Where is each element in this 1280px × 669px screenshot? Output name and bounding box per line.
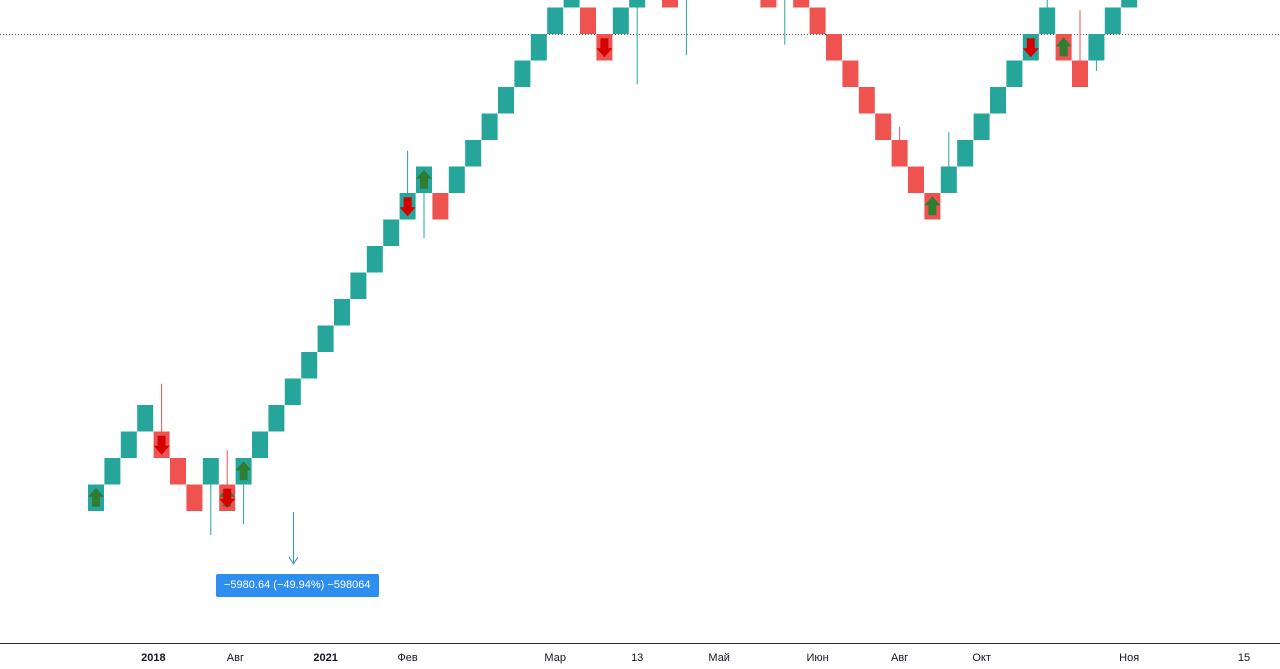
brick-down (858, 87, 875, 114)
brick-up (268, 405, 285, 432)
brick-down (170, 458, 186, 485)
sell-arrow-icon (219, 488, 236, 508)
brick-up (612, 7, 629, 34)
brick-down (432, 193, 449, 220)
brick-down (842, 60, 859, 87)
brick-down (186, 484, 203, 511)
sell-arrow-icon (1022, 38, 1039, 58)
x-tick-label: Май (708, 652, 730, 664)
brick-up (366, 246, 383, 273)
x-tick-label: 13 (631, 652, 643, 664)
brick-up (1006, 60, 1023, 87)
brick-up (120, 431, 137, 458)
sell-arrow-icon (153, 435, 170, 455)
measure-arrow-head (288, 556, 299, 565)
brick-down (875, 113, 892, 140)
brick-up (202, 458, 219, 485)
brick-up (940, 166, 957, 193)
brick-up (957, 140, 974, 167)
wicks (161, 0, 1097, 535)
brick-down (793, 0, 810, 8)
brick-up (1104, 7, 1121, 34)
x-tick-label: Ноя (1119, 652, 1139, 664)
x-tick-label: Фев (397, 652, 417, 664)
buy-arrow-icon (1055, 37, 1072, 57)
brick-up (498, 87, 514, 114)
x-tick-label: 15 (1238, 652, 1250, 664)
brick-down (809, 7, 826, 34)
brick-up (137, 405, 154, 432)
brick-down (580, 7, 596, 34)
x-tick-label: Июн (806, 652, 828, 664)
measure-tool[interactable] (288, 512, 299, 565)
brick-up (284, 378, 301, 405)
buy-arrow-icon (924, 196, 941, 216)
brick-up (530, 34, 547, 61)
x-tick-label: Мар (544, 652, 566, 664)
brick-down (908, 166, 924, 193)
brick-up (1088, 34, 1105, 61)
brick-up (350, 272, 367, 299)
brick-up (1039, 7, 1056, 34)
sell-arrow-icon (596, 38, 613, 58)
buy-arrow-icon (88, 487, 104, 507)
brick-up (317, 325, 334, 352)
x-tick-label: 2021 (313, 652, 337, 664)
brick-up (334, 299, 350, 326)
brick-up (465, 140, 482, 167)
bricks (88, 0, 1138, 511)
signals (88, 37, 1072, 508)
brick-up (990, 87, 1006, 114)
brick-up (301, 352, 318, 379)
brick-up (104, 458, 121, 485)
measure-readout: −5980.64 (−49.94%) −598064 (216, 574, 379, 597)
brick-down (826, 34, 842, 61)
brick-up (1121, 0, 1138, 8)
brick-up (514, 60, 531, 87)
brick-down (760, 0, 777, 8)
x-tick-label: Авг (891, 652, 908, 664)
brick-down (662, 0, 678, 8)
x-tick-label: Авг (227, 652, 244, 664)
brick-up (448, 166, 465, 193)
x-axis-ticks: 2018 Авг 2021 Фев Мар 13 Май Июн Авг Окт Ноя 15 (141, 652, 1250, 664)
brick-up (481, 113, 498, 140)
brick-up (973, 113, 990, 140)
brick-up (629, 0, 646, 8)
buy-arrow-icon (416, 169, 432, 189)
brick-down (1072, 60, 1088, 87)
brick-up (547, 7, 564, 34)
brick-up (563, 0, 580, 8)
brick-up (383, 219, 400, 246)
buy-arrow-icon (235, 461, 252, 481)
sell-arrow-icon (399, 197, 416, 217)
brick-up (252, 431, 268, 458)
brick-down (891, 140, 908, 167)
x-tick-label: Окт (972, 652, 991, 664)
x-tick-label: 2018 (141, 652, 165, 664)
